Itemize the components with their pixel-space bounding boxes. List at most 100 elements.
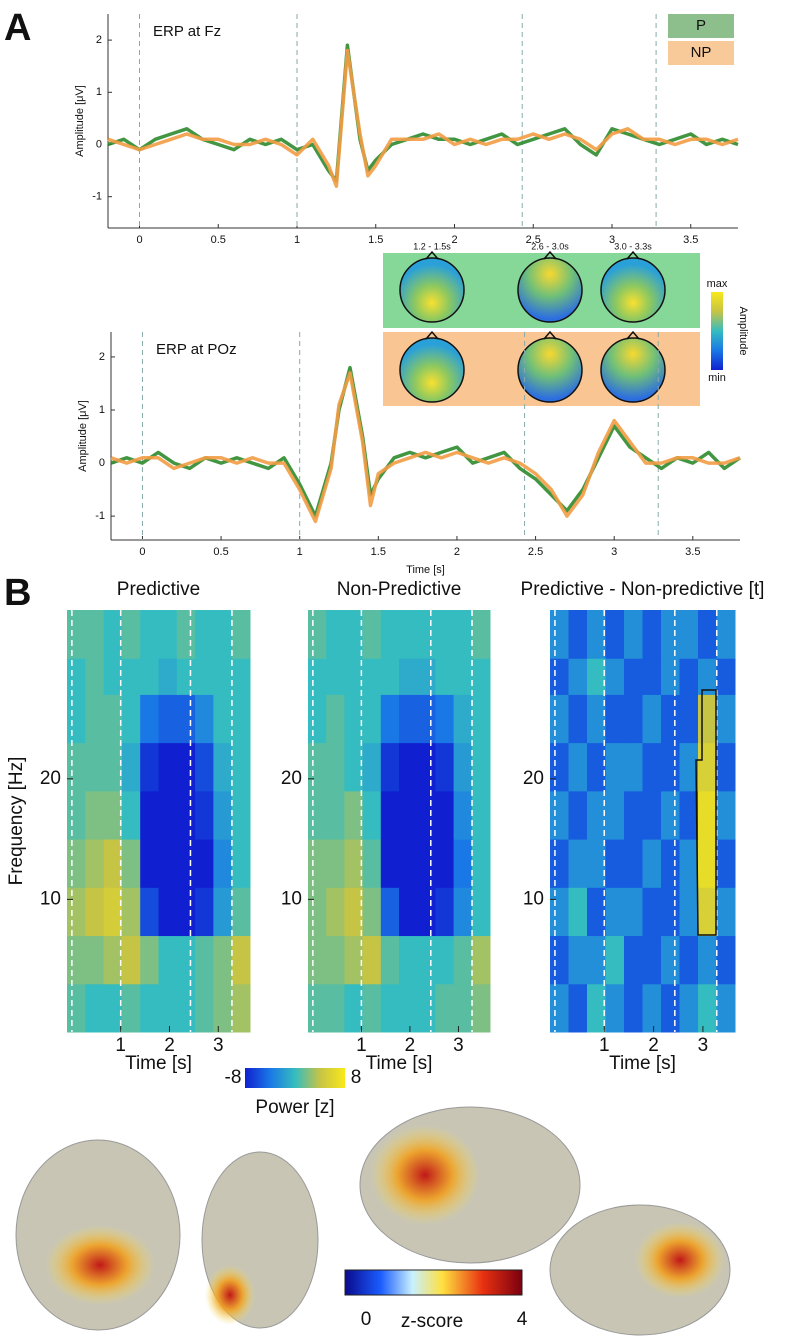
- heatmap-cell: [103, 887, 123, 937]
- heatmap-cell: [587, 839, 606, 888]
- heatmap-cell: [550, 935, 569, 985]
- heatmap-cell: [140, 694, 159, 744]
- heatmap-cell: [642, 694, 662, 744]
- heatmap-cell: [661, 610, 680, 659]
- heatmap-cell: [417, 839, 436, 888]
- heatmap-cell: [568, 742, 588, 792]
- x-tick-label: 2.5: [526, 234, 541, 246]
- heatmap-cell: [453, 694, 473, 744]
- x-tick-label: 2: [454, 546, 460, 558]
- erp-line: [107, 48, 739, 188]
- heatmap-cell: [453, 887, 473, 937]
- chart-title: Predictive: [117, 579, 200, 600]
- heatmap-cell: [121, 790, 141, 840]
- heatmap-cell: [308, 694, 327, 744]
- heatmap-cell: [642, 610, 662, 659]
- heatmap-cell: [176, 935, 196, 985]
- colorbar-label: z-score: [401, 1311, 463, 1332]
- topo-colorbar: [711, 292, 723, 370]
- heatmap-cell: [624, 983, 643, 1033]
- heatmap-cell: [140, 935, 159, 985]
- heatmap-cell: [417, 935, 436, 985]
- power-colorbar: [245, 1068, 345, 1088]
- heatmap-cell: [679, 887, 699, 937]
- heatmap-cell: [176, 887, 196, 937]
- x-tick-label: 3: [611, 546, 617, 558]
- heatmap-cell: [453, 935, 473, 985]
- heatmap-cell: [399, 658, 418, 695]
- heatmap-cell: [231, 887, 251, 937]
- x-tick-label: 1.5: [368, 234, 383, 246]
- heatmap-cell: [195, 983, 214, 1033]
- x-tick-label: 2: [451, 234, 457, 246]
- colorbar-max: 4: [517, 1309, 528, 1330]
- heatmap-cell: [121, 610, 141, 659]
- heatmap-cell: [362, 887, 382, 937]
- heatmap-cell: [67, 983, 86, 1033]
- heatmap-cell: [195, 610, 214, 659]
- heatmap-cell: [231, 983, 251, 1033]
- heatmap-cell: [158, 887, 178, 937]
- heatmap-cell: [103, 935, 123, 985]
- heatmap-cell: [679, 610, 699, 659]
- chart-title: Non-Predictive: [337, 579, 462, 600]
- heatmap-cell: [344, 694, 364, 744]
- heatmap-cell: [67, 790, 86, 840]
- heatmap-cell: [661, 935, 680, 985]
- x-tick-label: 0.5: [213, 546, 228, 558]
- heatmap-cell: [716, 658, 736, 695]
- heatmap-cell: [661, 983, 680, 1033]
- x-tick-label: 0: [136, 234, 142, 246]
- x-axis-label: Time [s]: [406, 564, 445, 576]
- y-tick-label: 10: [40, 888, 61, 909]
- heatmap-cell: [158, 658, 178, 695]
- heatmap-cell: [716, 935, 736, 985]
- heatmap-cell: [362, 983, 382, 1033]
- heatmap-cell: [399, 983, 418, 1033]
- x-tick-label: 3: [453, 1035, 464, 1056]
- topo-label: 3.0 - 3.3s: [614, 241, 652, 251]
- heatmap-cell: [103, 694, 123, 744]
- heatmap-cell: [362, 839, 382, 888]
- heatmap-cell: [67, 887, 86, 937]
- colorbar-label: Power [z]: [255, 1097, 334, 1118]
- heatmap-cell: [231, 935, 251, 985]
- heatmap-cell: [344, 610, 364, 659]
- x-axis-label: Time [s]: [125, 1053, 192, 1074]
- y-tick-label: 20: [523, 768, 544, 789]
- heatmap-cell: [642, 839, 662, 888]
- heatmap-cell: [121, 694, 141, 744]
- heatmap-cell: [326, 887, 345, 937]
- x-tick-label: 1: [294, 234, 300, 246]
- heatmap-cell: [587, 983, 606, 1033]
- x-tick-label: 3: [698, 1035, 709, 1056]
- heatmap-cell: [140, 658, 159, 695]
- heatmap-cell: [550, 887, 569, 937]
- heatmap-cell: [568, 790, 588, 840]
- heatmap-cell: [417, 887, 436, 937]
- heatmap-cell: [380, 839, 400, 888]
- heatmap-cell: [380, 610, 400, 659]
- heatmap-cell: [435, 790, 455, 840]
- legend-label: NP: [691, 44, 712, 61]
- heatmap-cell: [605, 658, 625, 695]
- heatmap-cell: [698, 742, 717, 792]
- heatmap-cell: [344, 839, 364, 888]
- heatmap-cell: [140, 610, 159, 659]
- heatmap-cell: [624, 790, 643, 840]
- heatmap-cell: [417, 983, 436, 1033]
- heatmap-cell: [698, 887, 717, 937]
- heatmap-cell: [716, 694, 736, 744]
- heatmap-cell: [195, 694, 214, 744]
- heatmap-cell: [568, 887, 588, 937]
- heatmap-cell: [435, 694, 455, 744]
- heatmap-cell: [140, 742, 159, 792]
- heatmap-cell: [362, 694, 382, 744]
- heatmap-cell: [587, 887, 606, 937]
- heatmap-cell: [213, 610, 233, 659]
- heatmap-cell: [176, 742, 196, 792]
- heatmap-cell: [698, 983, 717, 1033]
- heatmap-cell: [399, 790, 418, 840]
- heatmap-cell: [661, 742, 680, 792]
- heatmap-cell: [308, 610, 327, 659]
